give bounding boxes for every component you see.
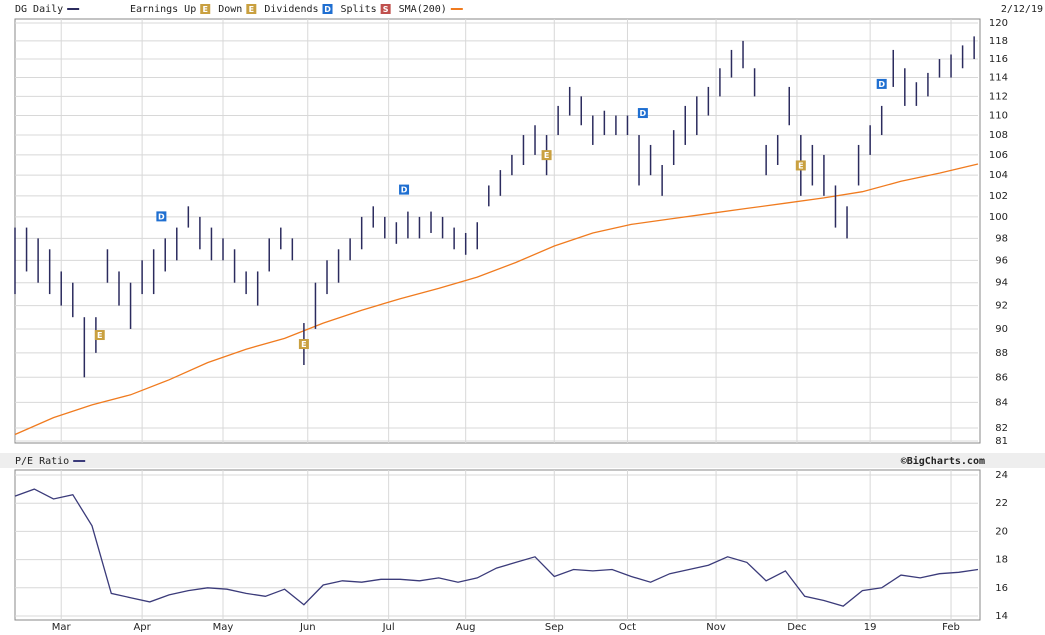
y-tick-label: 102 bbox=[989, 191, 1008, 202]
y-tick-label: 114 bbox=[989, 73, 1008, 84]
y-tick-label: 14 bbox=[995, 611, 1008, 622]
y-tick-label: 98 bbox=[995, 233, 1008, 244]
event-icon-letter: E bbox=[544, 151, 549, 160]
x-tick-label: Aug bbox=[456, 622, 476, 633]
pe-frame bbox=[14, 469, 981, 621]
event-icon-letter: E bbox=[301, 340, 306, 349]
credit: ©BigCharts.com bbox=[901, 455, 985, 467]
y-tick-label: 108 bbox=[989, 130, 1008, 141]
y-tick-label: 20 bbox=[995, 526, 1008, 537]
legend-icon bbox=[322, 4, 333, 14]
y-tick-label: 82 bbox=[995, 423, 1008, 434]
legend-icon-letter: D bbox=[324, 5, 331, 14]
y-tick-label: 84 bbox=[995, 397, 1008, 408]
y-tick-label: 106 bbox=[989, 150, 1008, 161]
event-icon-letter: D bbox=[401, 186, 408, 195]
event-icon-letter: D bbox=[878, 80, 885, 89]
y-tick-label: 88 bbox=[995, 348, 1008, 359]
y-tick-label: 18 bbox=[995, 555, 1008, 566]
event-icon bbox=[156, 211, 167, 222]
sma-line bbox=[14, 163, 979, 436]
legend-icon-letter: E bbox=[249, 5, 254, 14]
x-tick-label: 19 bbox=[864, 622, 877, 633]
event-icon bbox=[541, 150, 552, 161]
y-tick-label: 112 bbox=[989, 91, 1008, 102]
legend-label: Earnings Up bbox=[130, 4, 196, 15]
x-tick-label: Feb bbox=[942, 622, 960, 633]
y-tick-label: 100 bbox=[989, 212, 1008, 223]
legend-label: DG Daily bbox=[15, 4, 63, 15]
event-icon bbox=[298, 339, 309, 350]
y-tick-label: 96 bbox=[995, 255, 1008, 266]
y-tick-label: 90 bbox=[995, 324, 1008, 335]
event-icon-letter: D bbox=[158, 212, 165, 221]
x-tick-label: Jul bbox=[382, 622, 395, 633]
event-icon-letter: D bbox=[640, 109, 647, 118]
x-tick-label: May bbox=[213, 622, 234, 633]
event-icon-letter: E bbox=[97, 331, 102, 340]
y-tick-label: 104 bbox=[989, 170, 1008, 181]
y-tick-label: 94 bbox=[995, 278, 1008, 289]
legend-icon bbox=[380, 4, 391, 14]
y-tick-label: 24 bbox=[995, 470, 1008, 481]
legend-label: Dividends bbox=[264, 4, 318, 15]
legend-icon bbox=[246, 4, 257, 14]
legend-icon bbox=[200, 4, 211, 14]
y-tick-label: 120 bbox=[989, 18, 1008, 29]
y-tick-label: 81 bbox=[995, 436, 1008, 447]
date-label: 2/12/19 bbox=[1001, 4, 1043, 15]
x-tick-label: Dec bbox=[787, 622, 806, 633]
event-icon bbox=[795, 160, 806, 171]
pe-header-band bbox=[0, 453, 1045, 468]
y-tick-label: 86 bbox=[995, 372, 1008, 383]
legend-icon-letter: E bbox=[203, 5, 208, 14]
legend-label: P/E Ratio bbox=[15, 456, 69, 467]
event-icon bbox=[876, 78, 887, 89]
x-tick-label: Oct bbox=[619, 622, 636, 633]
event-icon bbox=[94, 330, 105, 341]
legend-label: SMA(200) bbox=[399, 4, 447, 15]
pe-line bbox=[14, 488, 979, 607]
y-tick-label: 110 bbox=[989, 111, 1008, 122]
y-tick-label: 16 bbox=[995, 583, 1008, 594]
y-tick-label: 118 bbox=[989, 36, 1008, 47]
legend-label: Splits bbox=[341, 4, 377, 15]
y-tick-label: 22 bbox=[995, 498, 1008, 509]
x-tick-label: Mar bbox=[52, 622, 72, 633]
event-icon-letter: E bbox=[798, 161, 803, 170]
x-tick-label: Apr bbox=[133, 622, 151, 633]
legend-label: Down bbox=[218, 4, 242, 15]
x-tick-label: Sep bbox=[545, 622, 564, 633]
x-tick-label: Nov bbox=[706, 622, 726, 633]
y-tick-label: 92 bbox=[995, 301, 1008, 312]
event-icon bbox=[637, 108, 648, 119]
event-icon bbox=[399, 184, 410, 195]
legend-icon-letter: S bbox=[383, 5, 389, 14]
x-tick-label: Jun bbox=[299, 622, 316, 633]
y-tick-label: 116 bbox=[989, 54, 1008, 65]
